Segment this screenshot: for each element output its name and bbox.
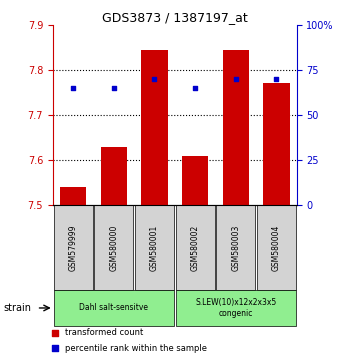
Bar <box>101 147 127 205</box>
Text: S.LEW(10)x12x2x3x5
congenic: S.LEW(10)x12x2x3x5 congenic <box>195 298 276 318</box>
Text: GSM579999: GSM579999 <box>69 224 78 271</box>
Text: GSM580001: GSM580001 <box>150 225 159 271</box>
Text: percentile rank within the sample: percentile rank within the sample <box>65 344 207 353</box>
Bar <box>54 205 93 290</box>
Bar <box>176 290 296 326</box>
Text: Dahl salt-sensitve: Dahl salt-sensitve <box>79 303 148 313</box>
Point <box>111 85 117 91</box>
Bar <box>54 290 174 326</box>
Point <box>52 346 57 351</box>
Bar <box>223 50 249 205</box>
Point <box>192 85 198 91</box>
Text: GSM580003: GSM580003 <box>231 224 240 271</box>
Point <box>152 76 157 82</box>
Bar <box>182 156 208 205</box>
Bar <box>257 205 296 290</box>
Point <box>71 85 76 91</box>
Bar <box>135 205 174 290</box>
Bar <box>141 50 168 205</box>
Point <box>273 76 279 82</box>
Point <box>233 76 238 82</box>
Bar <box>176 205 214 290</box>
Bar <box>60 187 86 205</box>
Title: GDS3873 / 1387197_at: GDS3873 / 1387197_at <box>102 11 248 24</box>
Bar <box>263 84 290 205</box>
Point <box>52 330 57 336</box>
Text: GSM580002: GSM580002 <box>191 225 199 271</box>
Bar <box>94 205 133 290</box>
Bar <box>216 205 255 290</box>
Text: GSM580004: GSM580004 <box>272 224 281 271</box>
Text: strain: strain <box>3 303 31 313</box>
Text: transformed count: transformed count <box>65 328 143 337</box>
Text: GSM580000: GSM580000 <box>109 224 118 271</box>
